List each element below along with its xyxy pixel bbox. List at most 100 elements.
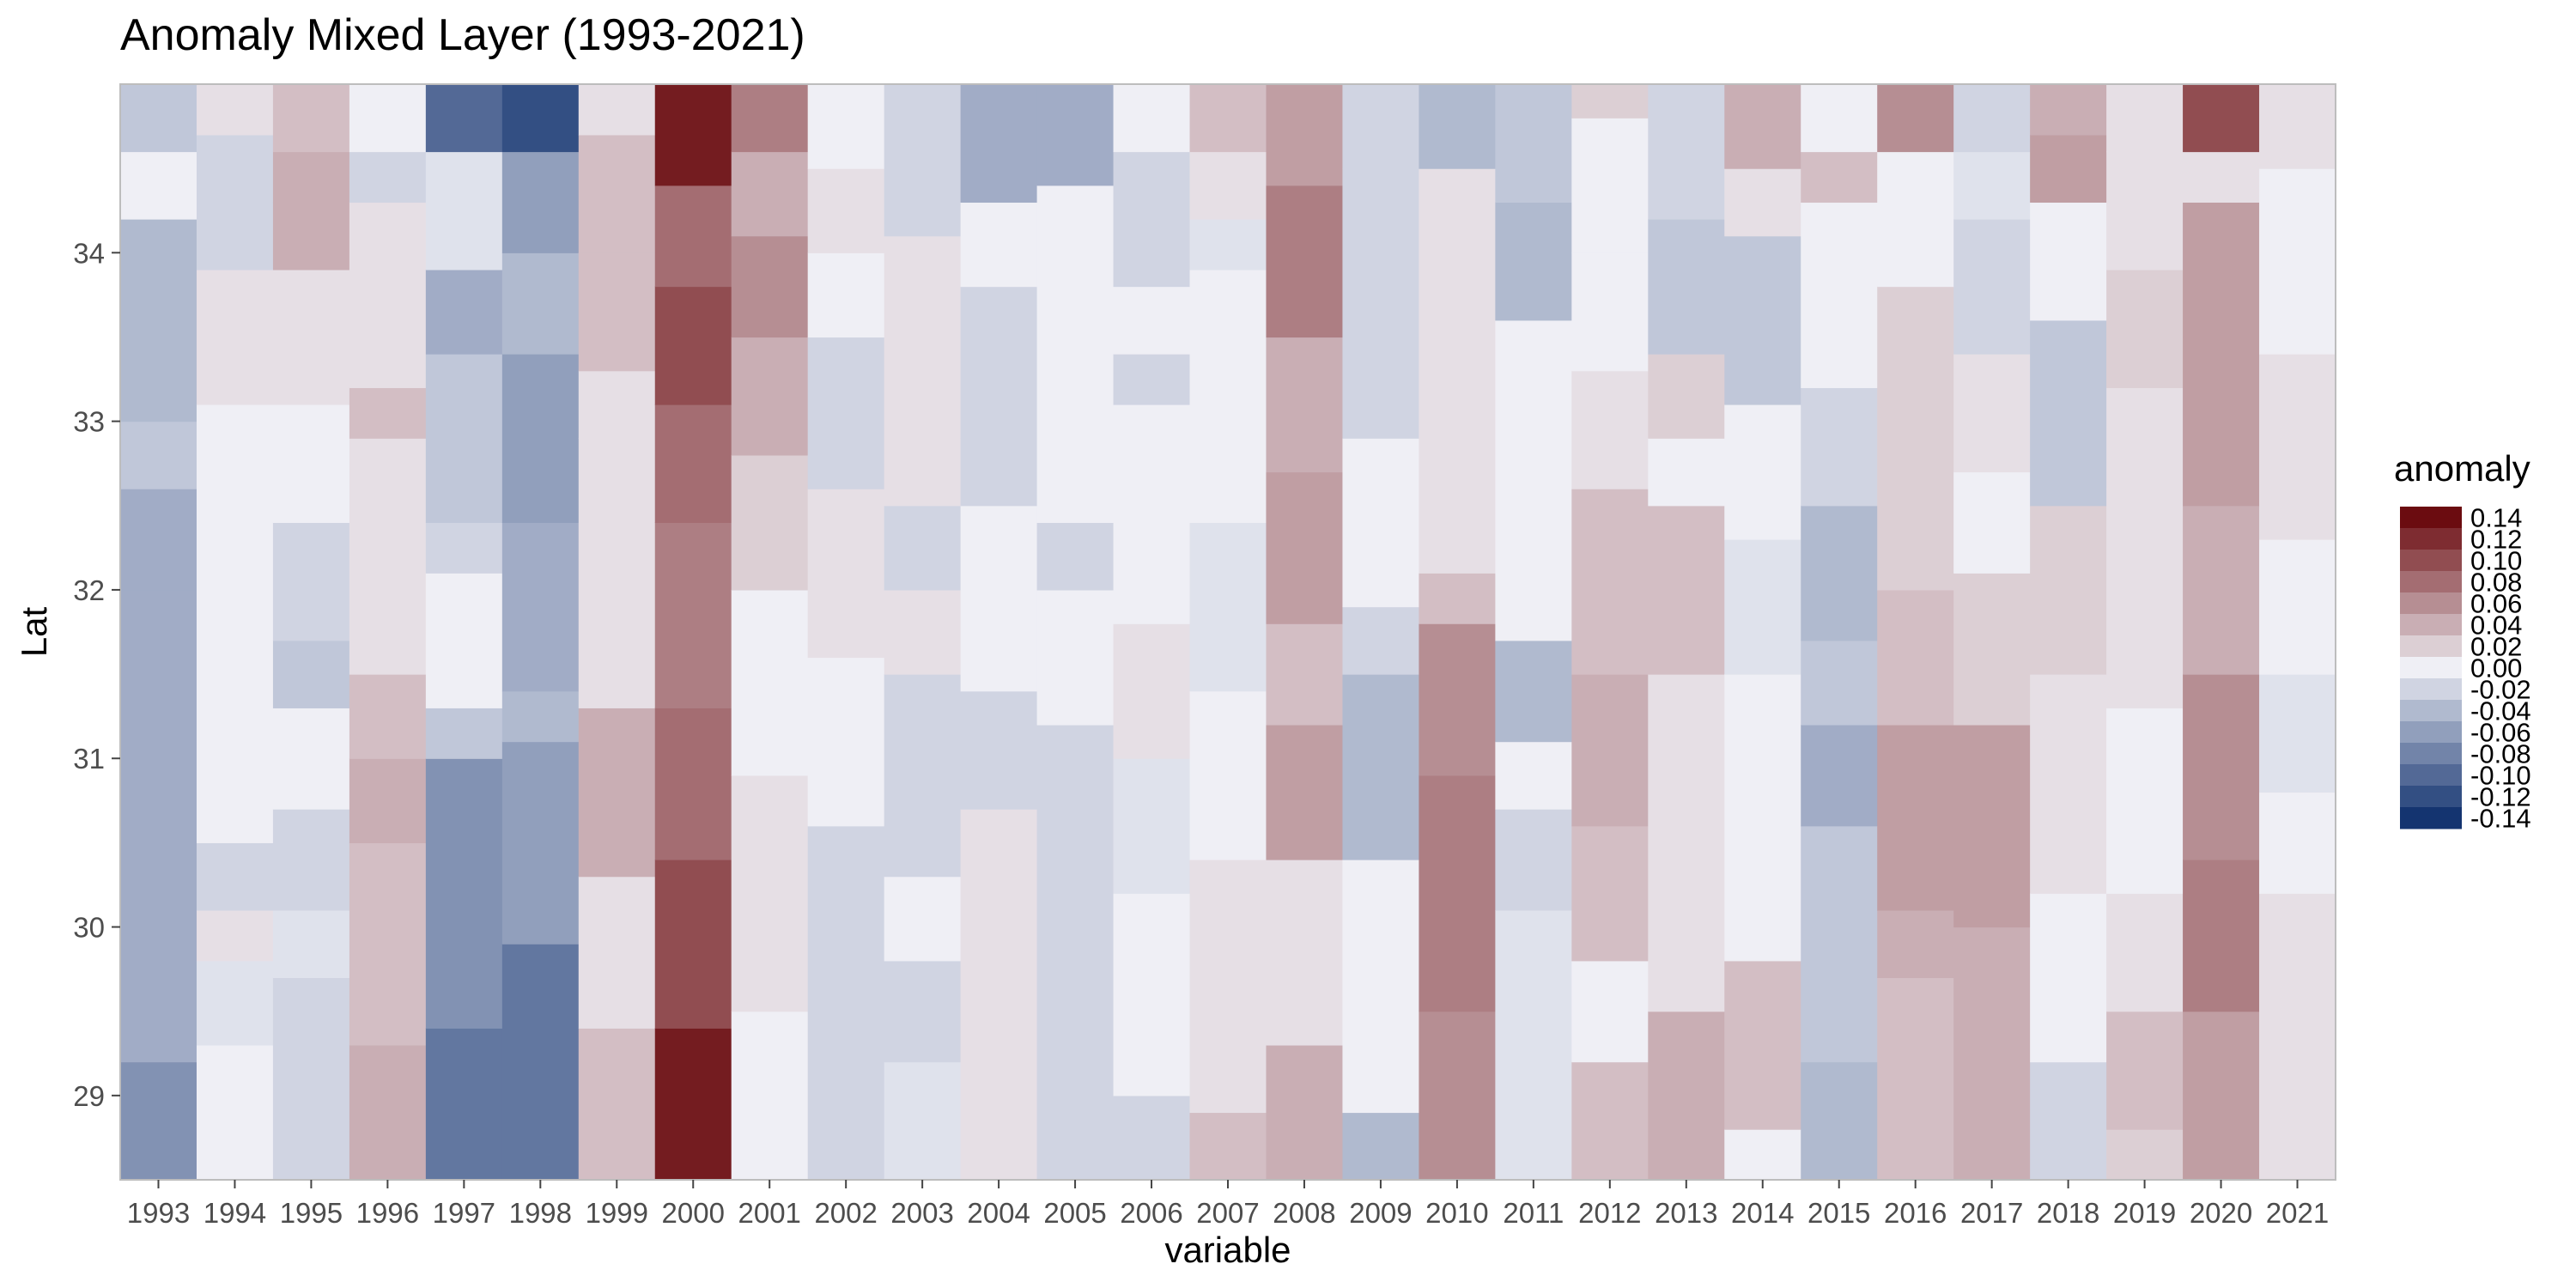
heatmap-cell (2106, 151, 2184, 270)
heatmap-cell (1113, 151, 1191, 253)
heatmap-cell (960, 809, 1038, 1012)
heatmap-cell (1648, 219, 1725, 355)
heatmap-cell (1495, 84, 1572, 204)
heatmap-cell (1266, 1044, 1344, 1181)
heatmap-cell (1953, 573, 2031, 726)
x-tick-label: 1996 (356, 1197, 419, 1229)
heatmap-cell (349, 387, 427, 439)
heatmap-cell (2106, 1011, 2184, 1130)
legend-swatch (2400, 807, 2462, 829)
legend-swatch (2400, 721, 2462, 744)
heatmap-cell (960, 84, 1038, 204)
heatmap-cell (1419, 573, 1496, 624)
heatmap-cell (2183, 860, 2260, 1012)
heatmap-cell (578, 84, 656, 136)
x-axis: 1993 1994 1995 1996 1997 1998 1999 2000 2001 2002… (127, 1180, 2329, 1229)
heatmap-cell (1648, 1011, 1725, 1181)
x-tick-label: 2019 (2113, 1197, 2176, 1229)
heatmap-cell (272, 269, 350, 405)
x-tick-label: 2002 (814, 1197, 877, 1229)
heatmap-cell (1495, 640, 1572, 743)
heatmap-cell (884, 674, 962, 878)
heatmap-cell (2030, 84, 2107, 136)
heatmap-cell (1877, 909, 1954, 979)
heatmap-cell (1342, 84, 1420, 169)
heatmap-cell (2106, 708, 2184, 894)
y-tick-label: 29 (73, 1080, 105, 1112)
heatmap-cell (425, 573, 503, 708)
heatmap-cell (884, 235, 962, 507)
x-tick-label: 2014 (1731, 1197, 1794, 1229)
x-tick-label: 1994 (204, 1197, 266, 1229)
legend-swatch (2400, 614, 2462, 636)
heatmap-cell (1953, 219, 2031, 355)
x-tick-label: 2007 (1196, 1197, 1259, 1229)
x-tick-label: 2018 (2037, 1197, 2099, 1229)
legend-swatch (2400, 571, 2462, 593)
heatmap-cell (2106, 893, 2184, 1012)
heatmap-cell (272, 84, 350, 153)
heatmap-cell (1571, 825, 1649, 962)
heatmap-cell (196, 134, 274, 204)
heatmap-cell (196, 741, 274, 843)
heatmap-cell (731, 589, 809, 776)
heatmap-cell (578, 438, 656, 708)
heatmap-cell (501, 84, 580, 153)
legend-swatch (2400, 550, 2462, 572)
heatmap-cell (1113, 758, 1191, 894)
heatmap-cell (2106, 489, 2184, 708)
heatmap-cell (196, 84, 274, 136)
x-axis-title: variable (1164, 1230, 1291, 1270)
heatmap-cell (2259, 539, 2336, 675)
heatmap-cell (1266, 84, 1344, 186)
x-tick-label: 2021 (2266, 1197, 2329, 1229)
heatmap-cell (807, 489, 885, 659)
heatmap-cell (425, 758, 503, 1029)
legend-label: 0.08 (2470, 568, 2522, 598)
heatmap-cell (1266, 471, 1344, 624)
heatmap-cell (1648, 354, 1725, 439)
heatmap-cell (272, 151, 350, 204)
heatmap-cell (807, 657, 885, 827)
heatmap-cell (578, 1028, 656, 1181)
x-tick-label: 2004 (967, 1197, 1030, 1229)
heatmap-cell (960, 690, 1038, 810)
heatmap-cell (884, 960, 962, 1063)
heatmap-cell (1877, 84, 1954, 153)
heatmap-cell (1648, 84, 1725, 220)
heatmap-cell (731, 337, 809, 456)
heatmap-cell (1724, 404, 1801, 540)
heatmap-cell (1571, 1061, 1649, 1181)
heatmap-cell (1495, 909, 1572, 1181)
legend: anomaly 0.140.120.100.080.060.040.020.00… (2394, 448, 2531, 834)
heatmap-cell (1266, 185, 1344, 338)
heatmap-cell (501, 741, 580, 945)
heatmap-cell (1113, 84, 1191, 153)
heatmap-cell (654, 185, 732, 288)
heatmap-cell (349, 674, 427, 759)
heatmap-cell (731, 151, 809, 237)
heatmap-cell (1266, 724, 1344, 860)
legend-label: 0.00 (2470, 653, 2522, 683)
heatmap-cell (2259, 674, 2336, 793)
heatmap-cell (654, 404, 732, 523)
heatmap-cell (1419, 775, 1496, 1012)
heatmap-cell (1342, 860, 1420, 1114)
legend-label: 0.04 (2470, 611, 2522, 641)
heatmap-cell (1648, 623, 1725, 675)
heatmap-cell (1113, 354, 1191, 405)
heatmap-cell (1419, 84, 1496, 169)
heatmap-cell (1419, 168, 1496, 574)
legend-swatch (2400, 592, 2462, 615)
heatmap-cell (1189, 269, 1267, 523)
heatmap-cell (425, 354, 503, 523)
heatmap-cell (120, 489, 197, 591)
heatmap-cell (1342, 438, 1420, 608)
heatmap-cell (349, 842, 427, 1046)
heatmap-cell (2106, 1129, 2184, 1181)
heatmap-cell (272, 909, 350, 979)
legend-swatch (2400, 635, 2462, 658)
heatmap-cell (2259, 354, 2336, 540)
x-tick-label: 2011 (1503, 1197, 1564, 1229)
